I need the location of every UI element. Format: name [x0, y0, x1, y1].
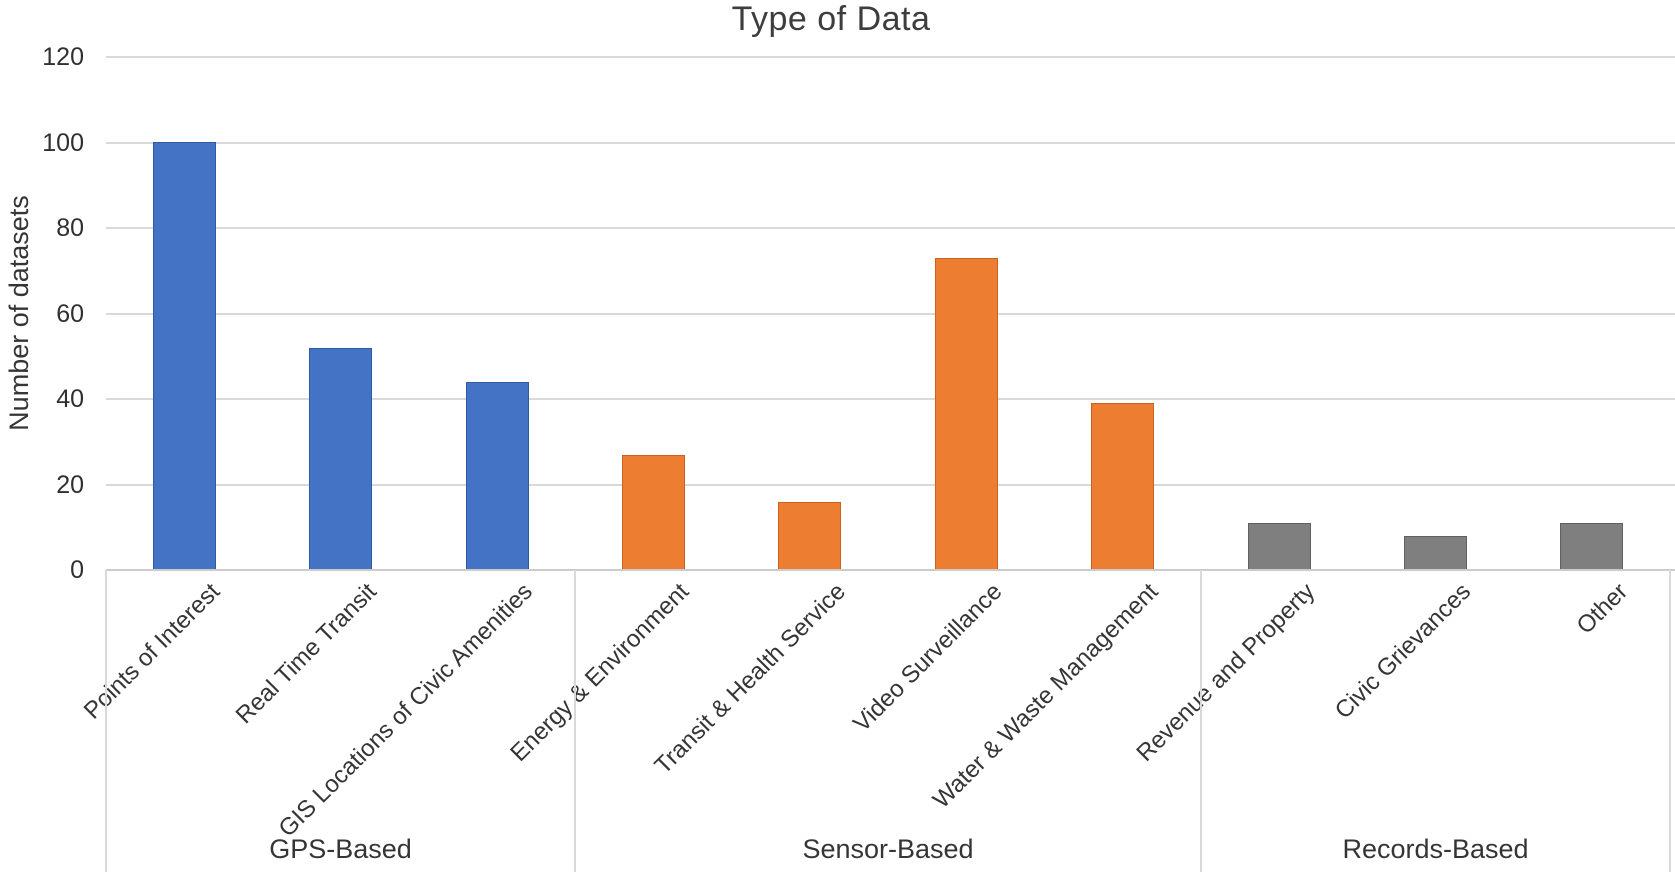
x-category-label-energy-environment: Energy & Environment — [505, 578, 695, 767]
bar-energy-environment — [622, 455, 685, 570]
gridline-20 — [106, 483, 1675, 486]
bar-other — [1560, 523, 1623, 570]
bar-real-time-transit — [309, 348, 372, 570]
group-separator-1 — [574, 570, 576, 872]
gridline-80 — [106, 227, 1675, 229]
y-tick-label-80: 80 — [56, 214, 84, 242]
bar-civic-grievances — [1404, 536, 1467, 570]
y-tick-label-60: 60 — [56, 299, 84, 328]
y-tick-label-40: 40 — [56, 385, 84, 413]
x-category-label-real-time-transit: Real Time Transit — [230, 578, 382, 730]
bar-points-of-interest — [153, 142, 216, 570]
bar-revenue-and-property — [1248, 523, 1311, 570]
bar-transit-health-service — [778, 502, 841, 570]
chart-title: Type of Data — [731, 0, 931, 38]
y-tick-label-100: 100 — [42, 128, 84, 157]
group-label-gps-based: GPS-Based — [269, 834, 412, 864]
group-separator-2 — [1200, 570, 1202, 872]
x-category-label-other: Other — [1571, 578, 1633, 640]
bar-video-surveillance — [935, 258, 998, 570]
gridline-120 — [106, 56, 1675, 58]
y-tick-label-20: 20 — [56, 470, 84, 499]
x-category-label-video-surveillance: Video Surveillance — [847, 578, 1008, 738]
y-tick-label-0: 0 — [70, 556, 84, 584]
x-axis-line — [106, 569, 1675, 571]
gridline-60 — [106, 312, 1675, 315]
x-category-label-gis-locations-of-civic-amenities: GIS Locations of Civic Amenities — [273, 578, 539, 843]
bar-gis-locations-of-civic-amenities — [466, 382, 529, 570]
gridline-100 — [106, 141, 1675, 144]
gridline-40 — [106, 398, 1675, 400]
x-category-label-points-of-interest: Points of Interest — [78, 578, 226, 725]
group-label-records-based: Records-Based — [1342, 834, 1529, 864]
bar-water-waste-management — [1091, 403, 1154, 570]
group-label-sensor-based: Sensor-Based — [802, 834, 974, 864]
group-separator-0 — [105, 570, 107, 872]
y-tick-label-120: 120 — [42, 43, 84, 71]
x-category-label-revenue-and-property: Revenue and Property — [1131, 578, 1321, 767]
x-category-label-civic-grievances: Civic Grievances — [1330, 578, 1477, 725]
group-separator-3 — [1669, 570, 1671, 872]
